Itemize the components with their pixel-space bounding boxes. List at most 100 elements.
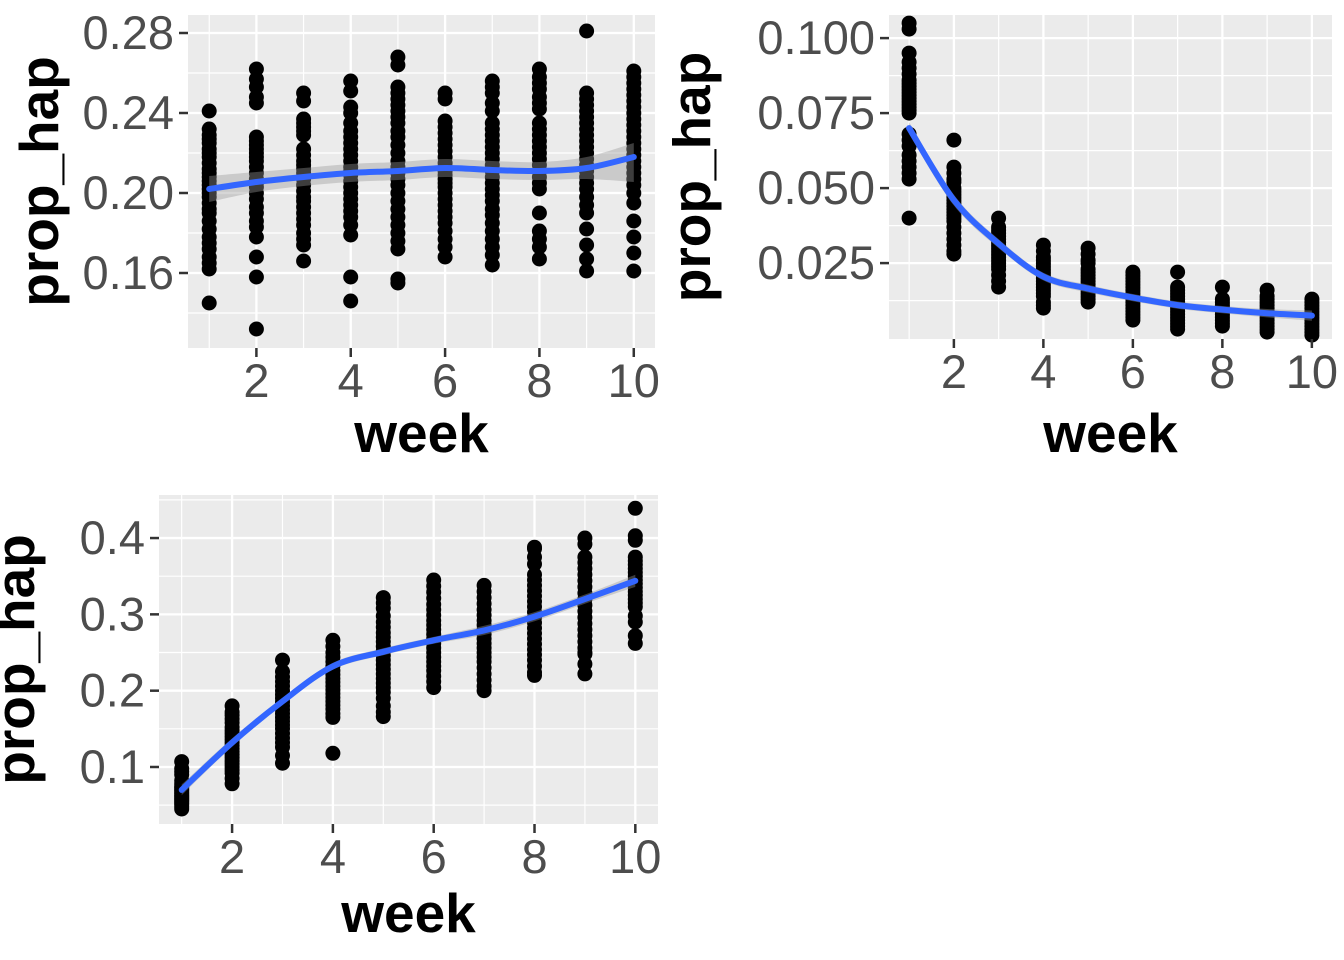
- data-point: [531, 239, 547, 255]
- data-point: [174, 801, 190, 817]
- data-point: [579, 237, 595, 253]
- data-point: [325, 745, 341, 761]
- y-tick-label: 0.1: [80, 740, 145, 793]
- data-point: [627, 635, 643, 651]
- x-tick-label: 4: [338, 354, 364, 407]
- data-point: [579, 221, 595, 237]
- smooth-line: [906, 125, 1315, 319]
- data-point: [426, 680, 442, 696]
- data-point: [626, 195, 642, 211]
- data-point: [627, 532, 643, 548]
- y-tick-label: 0.3: [80, 587, 145, 640]
- smooth-line: [178, 577, 639, 793]
- x-tick-label: 2: [219, 830, 245, 883]
- data-point: [201, 103, 217, 119]
- x-axis-title: week: [340, 882, 476, 944]
- data-point: [390, 57, 406, 73]
- data-point: [390, 275, 406, 291]
- data-point: [626, 213, 642, 229]
- data-point: [1080, 294, 1096, 310]
- data-point: [579, 23, 595, 39]
- x-tick-label: 6: [432, 354, 458, 407]
- x-axis-title: week: [1042, 402, 1178, 464]
- x-tick-label: 8: [521, 830, 547, 883]
- data-point: [531, 251, 547, 267]
- data-point: [527, 556, 542, 572]
- data-point: [901, 210, 917, 226]
- data-point: [577, 666, 593, 682]
- data-point: [627, 500, 643, 516]
- y-tick-label: 0.025: [757, 236, 875, 289]
- y-tick-label: 0.20: [83, 166, 174, 219]
- x-tick-label: 10: [1286, 345, 1338, 398]
- data-point: [946, 132, 962, 148]
- data-point: [275, 652, 290, 668]
- data-point: [1125, 312, 1141, 328]
- data-point: [476, 683, 492, 699]
- data-point: [201, 261, 217, 277]
- x-tick-label: 2: [243, 354, 269, 407]
- data-point: [626, 245, 642, 261]
- data-point: [626, 263, 642, 279]
- x-axis-title: week: [353, 402, 489, 464]
- data-point: [248, 269, 264, 285]
- x-tick-label: 2: [941, 345, 967, 398]
- data-point: [531, 101, 547, 117]
- subplot-bottom-left: 2 4 6 8 10 0.1 0.2 0.3 0.4 week prop_hap: [0, 480, 672, 960]
- plot-top-left: 2 4 6 8 10 0.16 0.20 0.24 0.28 week prop_hap: [8, 6, 660, 464]
- y-tick-label: 0.2: [80, 664, 145, 717]
- data-point: [527, 667, 542, 683]
- data-point: [991, 279, 1007, 295]
- subplot-top-left: 2 4 6 8 10 0.16 0.20 0.24 0.28 week prop_hap: [0, 0, 672, 480]
- data-point: [437, 91, 453, 107]
- y-tick-label: 0.28: [83, 6, 174, 59]
- plot-bottom-left: 2 4 6 8 10 0.1 0.2 0.3 0.4 week prop_hap: [0, 495, 661, 944]
- data-point: [901, 105, 917, 121]
- data-point: [1259, 324, 1275, 340]
- data-point: [296, 127, 312, 143]
- x-tick-label: 6: [1120, 345, 1146, 398]
- data-point: [946, 246, 962, 262]
- data-point: [901, 171, 917, 187]
- data-point: [390, 241, 406, 257]
- data-point: [201, 295, 217, 311]
- data-point: [325, 709, 341, 725]
- data-point: [343, 83, 359, 99]
- data-point: [579, 205, 595, 221]
- smooth-line: [206, 154, 637, 192]
- data-point: [296, 93, 312, 109]
- y-axis-title: prop_hap: [8, 56, 70, 307]
- data-point: [577, 536, 593, 552]
- data-point: [343, 227, 359, 243]
- data-point: [248, 95, 264, 111]
- plot-top-right: 2 4 6 8 10 0.025 0.050 0.075 0.100 week prop_hap: [672, 11, 1338, 464]
- data-point: [1035, 300, 1051, 316]
- data-point: [248, 249, 264, 265]
- y-tick-label: 0.4: [80, 511, 145, 564]
- data-point: [1214, 279, 1230, 295]
- subplot-top-right: 2 4 6 8 10 0.025 0.050 0.075 0.100 week prop_hap: [672, 0, 1344, 480]
- data-point: [626, 229, 642, 245]
- data-point: [224, 776, 240, 792]
- data-point: [579, 263, 595, 279]
- y-tick-label: 0.100: [757, 11, 875, 64]
- data-point: [248, 321, 264, 337]
- data-point: [531, 181, 547, 197]
- x-tick-label: 10: [608, 354, 660, 407]
- y-axis-title: prop_hap: [0, 534, 46, 785]
- data-point: [296, 237, 312, 253]
- data-point: [531, 205, 547, 221]
- x-tick-label: 4: [320, 830, 346, 883]
- data-point: [343, 269, 359, 285]
- y-tick-label: 0.075: [757, 86, 875, 139]
- data-point: [437, 249, 453, 265]
- panel-background: [159, 495, 658, 824]
- y-tick-label: 0.050: [757, 161, 875, 214]
- data-point: [375, 709, 391, 725]
- data-point: [343, 293, 359, 309]
- data-point: [579, 251, 595, 267]
- data-point: [484, 103, 500, 119]
- data-point: [1170, 321, 1186, 337]
- x-tick-label: 6: [421, 830, 447, 883]
